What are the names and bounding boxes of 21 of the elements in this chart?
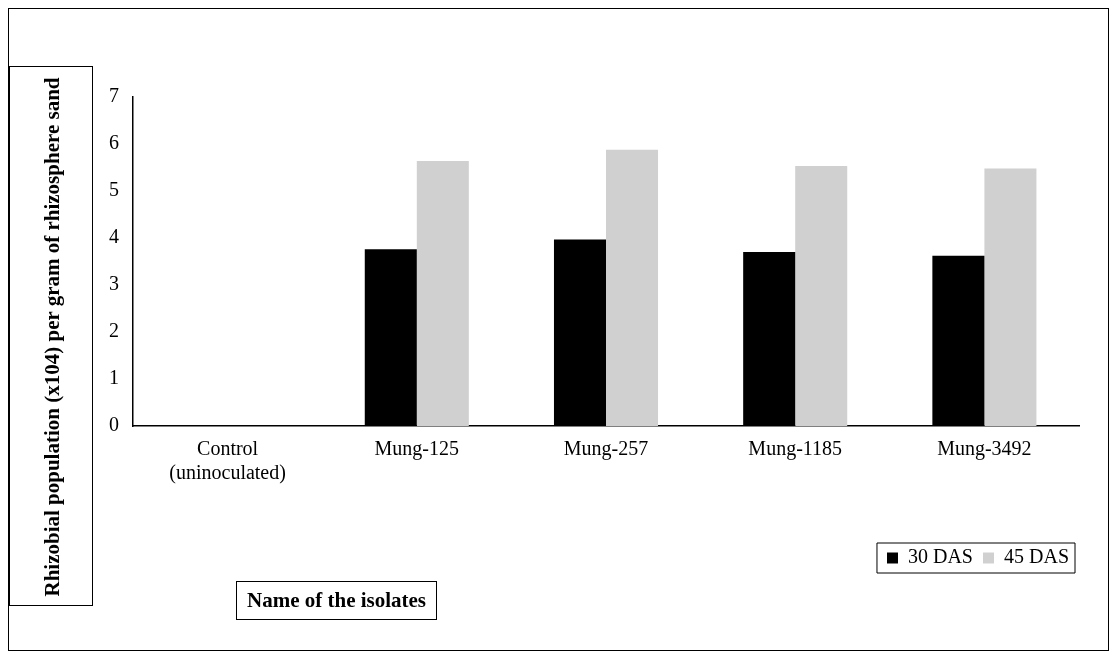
- y-tick-label: 1: [109, 366, 119, 389]
- x-tick-label: Mung-125: [374, 437, 460, 461]
- bar: [606, 149, 659, 426]
- y-tick-label: 5: [109, 178, 119, 201]
- legend-label: 30 DAS: [907, 545, 973, 568]
- y-tick-label: 4: [109, 225, 119, 248]
- x-tick-label: Mung-257: [563, 437, 649, 461]
- x-tick-label: Control (uninoculated): [169, 437, 286, 485]
- x-tick-label: Mung-1185: [748, 437, 843, 461]
- y-axis-title: Rhizobial population (x104) per gram of rhizosphere sand: [39, 77, 65, 597]
- legend-label: 45 DAS: [1003, 545, 1070, 568]
- y-tick-label: 0: [109, 413, 119, 436]
- y-tick-label: 6: [109, 131, 119, 154]
- y-tick-label: 3: [109, 272, 119, 295]
- bar: [416, 160, 469, 426]
- x-tick-label: Mung-3492: [937, 437, 1032, 461]
- x-axis-title: Name of the isolates: [236, 581, 438, 620]
- y-tick-label: 7: [109, 84, 119, 107]
- bar: [795, 166, 848, 426]
- bar: [984, 168, 1037, 426]
- y-tick-label: 2: [109, 319, 119, 342]
